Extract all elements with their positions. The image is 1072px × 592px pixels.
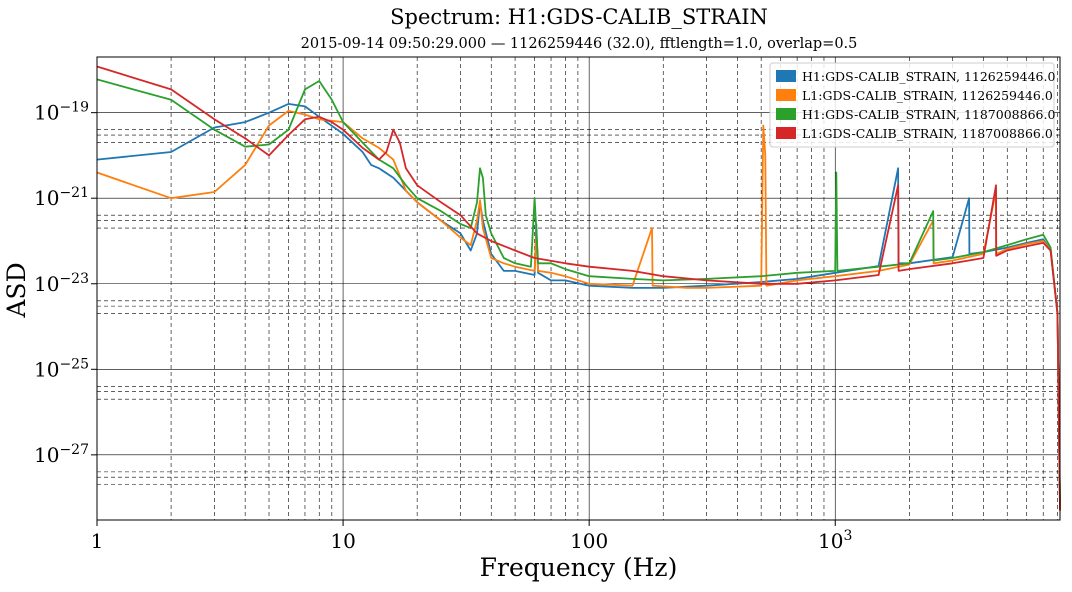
legend-box	[769, 62, 1055, 148]
x-tick-label: 103	[818, 528, 852, 553]
chart-title: Spectrum: H1:GDS-CALIB_STRAIN	[390, 5, 768, 29]
series-lines	[96, 65, 1061, 511]
series-line-2	[96, 110, 1061, 511]
x-axis-label: Frequency (Hz)	[479, 553, 678, 582]
legend-label: H1:GDS-CALIB_STRAIN, 1187008866.0	[802, 107, 1055, 122]
series-line-3	[96, 78, 1061, 502]
legend-label: L1:GDS-CALIB_STRAIN, 1126259446.0	[802, 88, 1053, 103]
x-tick-label: 1	[91, 529, 104, 553]
plot-frame	[96, 56, 1061, 521]
legend-swatch	[776, 108, 796, 120]
legend: H1:GDS-CALIB_STRAIN, 1126259446.0 L1:GDS-…	[769, 62, 1055, 148]
x-tick-label: 100	[570, 529, 608, 553]
legend-swatch	[776, 70, 796, 82]
y-tick-label: 10−23	[34, 271, 89, 296]
y-tick-label: 10−21	[34, 185, 89, 210]
series-line-1	[96, 103, 1061, 508]
legend-label: H1:GDS-CALIB_STRAIN, 1126259446.0	[802, 69, 1055, 84]
legend-swatch	[776, 89, 796, 101]
series-line-4	[96, 65, 1061, 511]
chart-subtitle: 2015-09-14 09:50:29.000 — 1126259446 (32…	[300, 36, 858, 52]
y-tick-label: 10−19	[34, 100, 89, 125]
y-tick-label: 10−27	[34, 442, 89, 467]
axis-ticks: 1 10 100 103 10−27 10−25 10−23 10−21 10−19	[34, 100, 852, 553]
legend-label: L1:GDS-CALIB_STRAIN, 1187008866.0	[802, 126, 1053, 141]
y-tick-label: 10−25	[34, 356, 89, 381]
x-tick-label: 10	[330, 529, 355, 553]
legend-swatch	[776, 127, 796, 139]
